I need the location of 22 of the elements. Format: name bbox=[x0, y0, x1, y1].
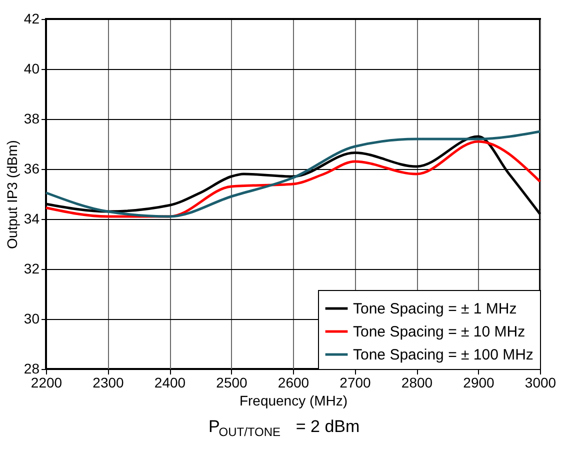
y-tick-label: 36 bbox=[24, 160, 40, 176]
legend-label: Tone Spacing = ± 1 MHz bbox=[353, 300, 517, 318]
y-tick-label: 34 bbox=[24, 210, 40, 226]
x-tick-label: 2500 bbox=[216, 374, 248, 390]
x-tick-label: 3000 bbox=[524, 374, 556, 390]
legend-label: Tone Spacing = ± 100 MHz bbox=[353, 346, 534, 364]
y-tick-label: 42 bbox=[24, 10, 40, 26]
x-tick-label: 2600 bbox=[278, 374, 310, 390]
x-tick-label: 2700 bbox=[340, 374, 372, 390]
y-tick-label: 30 bbox=[24, 310, 40, 326]
y-axis-title: Output IP3 (dBm) bbox=[4, 140, 20, 249]
x-tick-label: 2400 bbox=[154, 374, 186, 390]
legend-label: Tone Spacing = ± 10 MHz bbox=[353, 324, 526, 340]
y-tick-label: 32 bbox=[24, 260, 40, 276]
x-tick-label: 2200 bbox=[30, 374, 62, 390]
x-axis-title: Frequency (MHz) bbox=[239, 392, 348, 408]
x-tick-label: 2300 bbox=[92, 374, 124, 390]
y-tick-label: 40 bbox=[24, 60, 40, 76]
y-tick-label: 28 bbox=[24, 360, 40, 376]
x-tick-label: 2900 bbox=[463, 374, 495, 390]
x-tick-label: 2800 bbox=[401, 374, 433, 390]
y-tick-label: 38 bbox=[24, 110, 40, 126]
